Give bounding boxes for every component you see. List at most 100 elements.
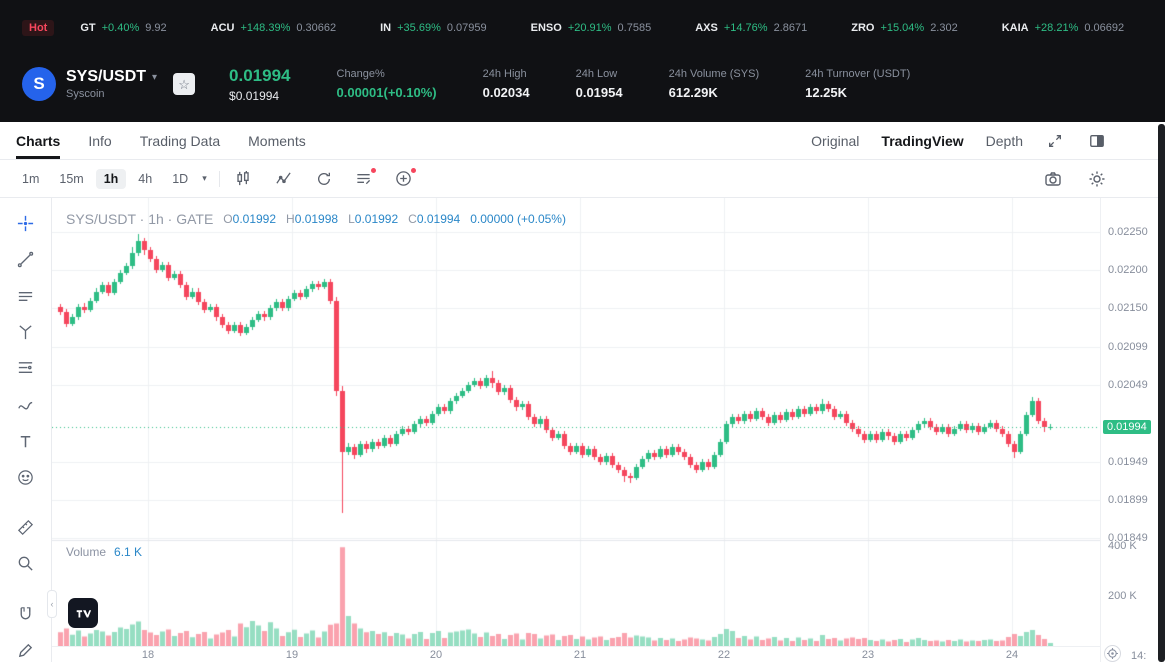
fullscreen-expand-icon[interactable]: [1045, 131, 1065, 151]
current-price-badge: 0.01994: [1103, 419, 1151, 434]
stat-24h-low: 24h Low 0.01954: [576, 68, 623, 100]
settings-gear-icon[interactable]: [1085, 167, 1109, 191]
stat-24h-turnover-usdt-: 24h Turnover (USDT) 12.25K: [805, 68, 910, 100]
ticker-change: +28.21%: [1034, 22, 1079, 34]
page-tabs: Charts Info Trading Data Moments: [16, 122, 306, 159]
ticker-item-acu[interactable]: ACU +148.39% 0.30662: [211, 22, 336, 34]
price-axis[interactable]: 0.01994 14: 0.02250 0.02200 0.02150 0.02099…: [1100, 198, 1158, 662]
interval-dropdown-caret-icon[interactable]: ▾: [202, 173, 207, 183]
stat-label: 24h Volume (SYS): [668, 68, 760, 80]
stat-24h-volume-sys-: 24h Volume (SYS) 612.29K: [669, 68, 760, 100]
candlestick-chart-canvas[interactable]: [52, 198, 1100, 646]
stat-value: 0.00001(+0.10%): [336, 85, 437, 100]
magnet-icon[interactable]: [13, 603, 39, 626]
stat-change-: Change% 0.00001(+0.10%): [337, 68, 437, 100]
time-axis-label: 19: [285, 649, 299, 661]
interval-4h[interactable]: 4h: [138, 171, 153, 186]
ticker-price: 2.302: [930, 22, 958, 34]
interval-1m[interactable]: 1m: [22, 171, 40, 186]
notification-dot: [370, 167, 376, 173]
ruler-icon[interactable]: [13, 516, 39, 539]
add-indicator-icon[interactable]: [392, 167, 416, 191]
horizontal-line-icon[interactable]: [13, 285, 39, 308]
legend-symbol: SYS/USDT · 1h · GATE: [66, 211, 214, 227]
ticker-symbol: KAIA: [1001, 22, 1029, 34]
refresh-icon[interactable]: [312, 167, 336, 191]
ticker-symbol: ZRO: [851, 22, 875, 34]
time-axis-label: 24: [1005, 649, 1019, 661]
candle-style-icon[interactable]: [232, 167, 256, 191]
coin-fullname: Syscoin: [66, 88, 105, 100]
interval-1h[interactable]: 1h: [95, 168, 127, 189]
tab-charts[interactable]: Charts: [16, 122, 60, 159]
stat-label: Change%: [336, 68, 385, 80]
edit-pencil-icon[interactable]: [13, 639, 39, 662]
favorite-star-button[interactable]: ☆: [173, 73, 196, 95]
time-axis-label: 20: [429, 649, 443, 661]
stat-value: 12.25K: [805, 85, 848, 100]
ticker-change: +35.69%: [397, 22, 441, 34]
toolbar-right-icons: [1041, 167, 1109, 191]
ticker-symbol: GT: [80, 22, 96, 34]
chart-toolbar: 1m 15m 1h 4h 1D ▾: [0, 160, 1165, 198]
tradingview-logo[interactable]: [68, 598, 98, 628]
scroll-to-realtime-icon[interactable]: [1104, 645, 1121, 662]
fib-retracement-icon[interactable]: [13, 357, 39, 380]
ticker-item-axs[interactable]: AXS +14.76% 2.8671: [695, 22, 807, 34]
ticker-price: 0.06692: [1084, 22, 1125, 34]
pitchfork-icon[interactable]: [13, 321, 39, 344]
stat-label: 24h High: [482, 68, 527, 80]
stat-label: 24h Low: [575, 68, 618, 80]
ticker-change: +0.40%: [101, 22, 140, 34]
brush-curve-icon[interactable]: [13, 393, 39, 416]
trend-line-icon[interactable]: [13, 248, 39, 271]
screenshot-camera-icon[interactable]: [1041, 167, 1065, 191]
view-option-depth[interactable]: Depth: [985, 132, 1023, 149]
indicators-icon[interactable]: [272, 167, 296, 191]
view-option-original[interactable]: Original: [811, 132, 860, 149]
drawing-tools-sidebar: ‹: [0, 198, 57, 662]
interval-1d[interactable]: 1D: [172, 171, 189, 186]
emoji-icon[interactable]: [13, 466, 39, 489]
chart-region: ‹ SYS/USDT · 1h · GATE O0.01992 H0.01998…: [0, 198, 1165, 662]
chart-view-options: Original TradingView Depth: [811, 122, 1107, 159]
hot-badge[interactable]: Hot: [22, 20, 55, 36]
page-scrollbar[interactable]: [1158, 124, 1165, 662]
legend-open: O0.01992: [223, 212, 277, 226]
ticker-change: +20.91%: [567, 22, 612, 34]
text-tool-icon[interactable]: [13, 430, 39, 453]
tab-trading-data[interactable]: Trading Data: [139, 132, 221, 149]
volume-axis-label: 200 K: [1108, 590, 1137, 602]
chart-pane: SYS/USDT · 1h · GATE O0.01992 H0.01998 L…: [52, 198, 1100, 662]
legend-high: H0.01998: [286, 212, 339, 226]
ticker-symbol: ACU: [210, 22, 235, 34]
ticker-price: 9.92: [145, 22, 167, 34]
layout-half-square-icon[interactable]: [1087, 131, 1107, 151]
pair-dropdown-caret-icon[interactable]: ▾: [152, 71, 158, 83]
ticker-change: +148.39%: [240, 22, 291, 34]
ticker-price: 0.30662: [296, 22, 337, 34]
ticker-price: 2.8671: [773, 22, 808, 34]
order-list-icon[interactable]: [352, 167, 376, 191]
zoom-magnifier-icon[interactable]: [13, 552, 39, 575]
time-axis[interactable]: 18 19 20 21 22 23 24: [52, 646, 1100, 662]
ticker-item-kaia[interactable]: KAIA +28.21% 0.06692: [1002, 22, 1124, 34]
ticker-price: 0.7585: [617, 22, 652, 34]
view-option-tradingview[interactable]: TradingView: [881, 132, 964, 149]
interval-15m[interactable]: 15m: [59, 171, 84, 186]
ticker-item-in[interactable]: IN +35.69% 0.07959: [380, 22, 487, 34]
stats-row: Change% 0.00001(+0.10%) 24h High 0.02034 24h…: [337, 68, 911, 100]
last-price: 0.01994: [229, 65, 291, 85]
tab-moments[interactable]: Moments: [248, 132, 306, 149]
stat-label: 24h Turnover (USDT): [805, 68, 911, 80]
stat-value: 0.02034: [482, 85, 530, 100]
crosshair-icon[interactable]: [13, 212, 39, 235]
ticker-item-zro[interactable]: ZRO +15.04% 2.302: [851, 22, 958, 34]
ticker-change: +15.04%: [880, 22, 925, 34]
ticker-item-gt[interactable]: GT +0.40% 9.92: [80, 22, 166, 34]
pair-name[interactable]: SYS/USDT: [66, 68, 147, 85]
ticker-item-enso[interactable]: ENSO +20.91% 0.7585: [531, 22, 652, 34]
tab-info[interactable]: Info: [88, 132, 112, 149]
price-axis-label: 0.02049: [1108, 379, 1148, 392]
price-block: 0.01994 $0.01994: [229, 66, 290, 103]
